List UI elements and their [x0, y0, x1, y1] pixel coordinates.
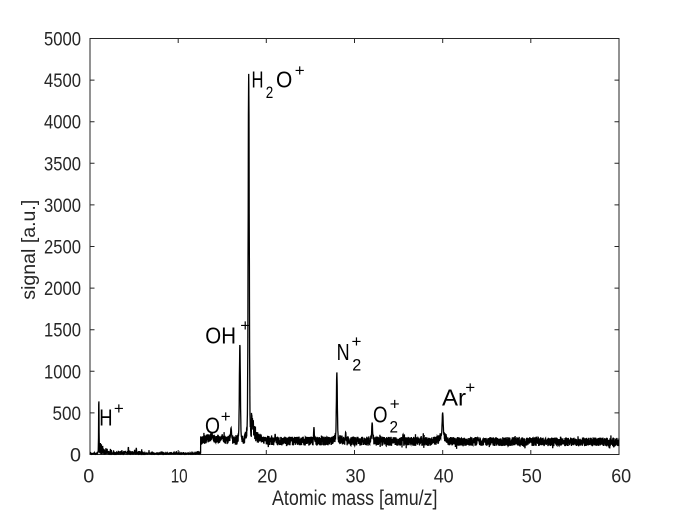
svg-text:2: 2 [390, 418, 399, 437]
svg-text:OH: OH [205, 323, 236, 349]
svg-text:+: + [390, 394, 400, 413]
svg-text:5000: 5000 [44, 29, 81, 51]
svg-text:500: 500 [53, 403, 82, 425]
svg-text:+: + [221, 407, 231, 426]
svg-text:1000: 1000 [44, 361, 81, 383]
svg-text:1500: 1500 [44, 320, 81, 342]
svg-text:4000: 4000 [44, 112, 81, 134]
svg-text:3000: 3000 [44, 195, 81, 217]
svg-text:+: + [295, 61, 305, 80]
svg-text:H: H [99, 404, 112, 430]
svg-text:30: 30 [346, 466, 366, 488]
svg-text:2000: 2000 [44, 278, 81, 300]
svg-text:+: + [352, 332, 362, 351]
svg-text:Atomic mass [amu/z]: Atomic mass [amu/z] [272, 487, 438, 510]
svg-text:N: N [337, 339, 350, 365]
svg-text:O: O [373, 401, 388, 427]
svg-text:+: + [465, 378, 475, 397]
svg-text:+: + [114, 399, 124, 418]
svg-text:0: 0 [70, 445, 81, 467]
svg-text:Ar: Ar [442, 385, 466, 411]
svg-text:O: O [276, 67, 292, 93]
svg-text:+: + [240, 316, 250, 335]
svg-text:H: H [252, 67, 264, 93]
svg-text:3500: 3500 [44, 153, 81, 175]
svg-text:2: 2 [352, 355, 361, 374]
svg-text:2500: 2500 [44, 237, 81, 259]
svg-text:signal [a.u.]: signal [a.u.] [18, 200, 40, 300]
svg-text:40: 40 [434, 466, 454, 488]
svg-text:2: 2 [266, 83, 274, 102]
svg-text:0: 0 [83, 466, 94, 488]
svg-text:50: 50 [522, 466, 542, 488]
svg-text:10: 10 [171, 466, 188, 488]
svg-text:4500: 4500 [44, 70, 81, 92]
svg-text:60: 60 [611, 466, 631, 488]
svg-text:20: 20 [257, 466, 277, 488]
svg-text:O: O [205, 413, 220, 439]
